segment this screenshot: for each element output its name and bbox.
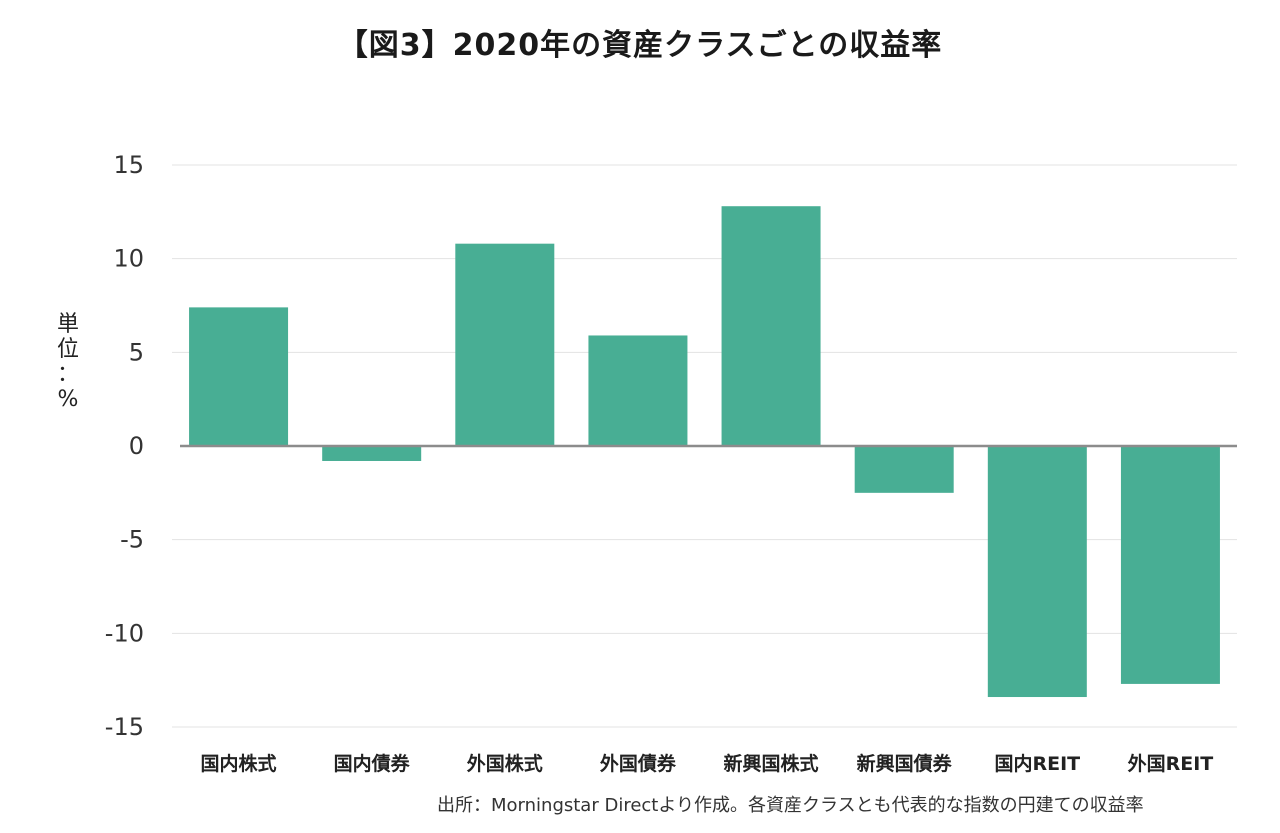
y-tick-label: 10 [113, 245, 144, 273]
y-axis-label-char: % [57, 387, 79, 412]
x-tick-label: 外国株式 [467, 752, 543, 775]
x-axis-labels: 国内株式 国内債券 外国株式 外国債券 新興国株式 新興国債券 国内REIT 外国REIT [201, 752, 1214, 775]
bar [721, 206, 821, 446]
bar [455, 243, 555, 446]
y-axis-label-char: ： [56, 362, 79, 387]
bar [1120, 446, 1220, 684]
y-axis-label-char: 単 [56, 312, 79, 337]
bar [322, 446, 422, 461]
x-tick-label: 国内株式 [201, 752, 277, 775]
y-axis-label: 単 位 ： % [52, 312, 84, 412]
y-axis-ticks: 15 10 5 0 -5 -10 -15 [105, 151, 144, 741]
x-tick-label: 新興国債券 [857, 752, 953, 775]
source-note: 出所：Morningstar Directより作成。各資産クラスとも代表的な指数… [437, 795, 1144, 816]
y-axis-label-char: 位 [56, 337, 79, 362]
chart-title: 【図3】2020年の資産クラスごとの収益率 [337, 28, 943, 63]
bar [854, 446, 954, 493]
y-tick-label: -5 [120, 526, 144, 554]
y-tick-label: -15 [105, 713, 144, 741]
x-tick-label: 国内債券 [334, 752, 411, 775]
bar [588, 335, 688, 446]
y-tick-label: 15 [113, 151, 144, 179]
bars [189, 206, 1220, 698]
x-tick-label: 新興国株式 [724, 752, 819, 775]
x-tick-label: 外国REIT [1128, 752, 1214, 775]
x-tick-label: 国内REIT [994, 752, 1080, 775]
bar [189, 307, 289, 446]
bar [987, 446, 1087, 698]
y-tick-label: 5 [129, 338, 144, 366]
x-tick-label: 外国債券 [600, 752, 677, 775]
y-tick-label: -10 [105, 619, 144, 647]
y-tick-label: 0 [129, 432, 144, 460]
